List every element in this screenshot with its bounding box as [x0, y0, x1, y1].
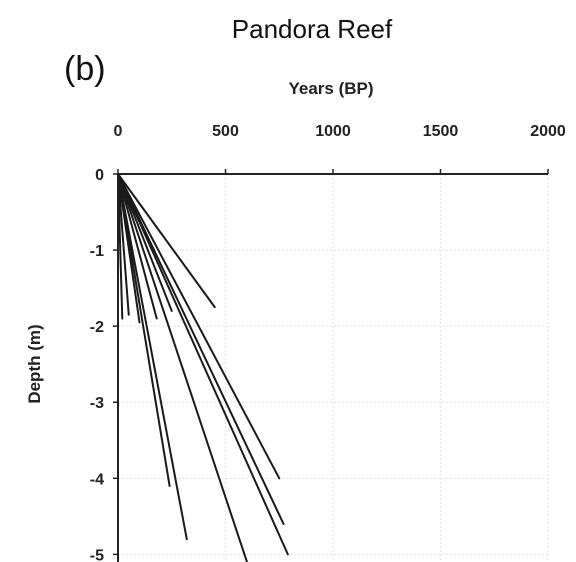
series-line-5	[117, 173, 130, 316]
y-tick-label: -1	[90, 243, 104, 260]
series-line-10	[117, 173, 188, 541]
series-line-8	[117, 173, 285, 525]
x-tick-label: 2000	[530, 123, 566, 140]
y-tick-label: -2	[90, 319, 104, 336]
y-tick-label: -3	[90, 395, 104, 412]
y-tick-label: -5	[90, 547, 104, 562]
x-tick-label: 1000	[315, 123, 351, 140]
axes	[113, 169, 549, 562]
series-line-11	[117, 173, 171, 487]
y-tick-label: 0	[95, 167, 104, 184]
x-axis-label: Years (BP)	[288, 79, 373, 98]
y-tick-label: -4	[90, 471, 104, 488]
tick-labels: 0 500 1000 1500 2000 0 -1 -2 -3 -4 -5	[90, 123, 566, 562]
x-tick-label: 500	[212, 123, 239, 140]
series-line-3	[117, 173, 158, 320]
series-line-9	[117, 173, 289, 556]
series-line-2	[117, 173, 173, 312]
series-line-7	[117, 173, 281, 480]
panel-label: (b)	[64, 50, 106, 88]
series-line-12	[117, 173, 248, 562]
chart-title: Pandora Reef	[232, 14, 393, 44]
x-tick-label: 1500	[423, 123, 459, 140]
x-tick-label: 0	[114, 123, 123, 140]
gridlines	[118, 174, 549, 562]
y-axis-label: Depth (m)	[25, 324, 44, 403]
series-group	[117, 173, 289, 562]
series-line-1	[117, 173, 216, 309]
